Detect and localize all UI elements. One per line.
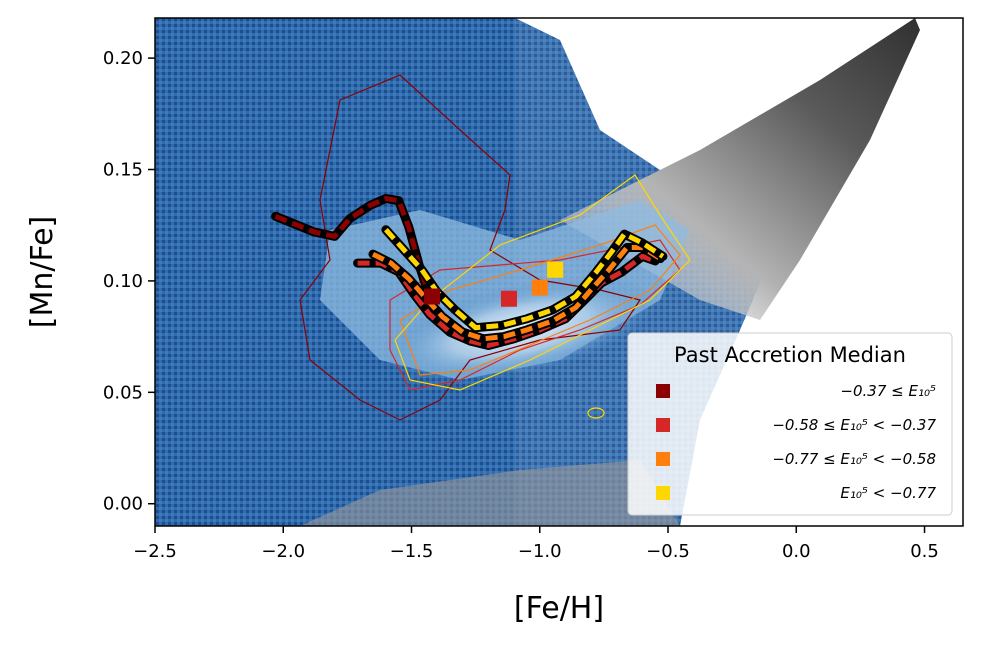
y-tick-label: 0.10 <box>103 271 143 292</box>
legend-label-3: −0.77 ≤ E₁₀⁵ < −0.58 <box>772 450 936 468</box>
y-axis-label: [Mn/Fe] <box>25 216 60 329</box>
contours <box>299 74 691 421</box>
x-tick-label: −1.5 <box>390 541 434 562</box>
x-tick-label: −2.0 <box>261 541 305 562</box>
series-median-marker-1 <box>424 288 441 305</box>
legend-swatch-3 <box>656 452 670 466</box>
y-tick-label: 0.00 <box>103 494 143 515</box>
series-line-4 <box>384 228 665 331</box>
legend-label-1: −0.37 ≤ E₁₀⁵ <box>840 382 936 400</box>
legend: Past Accretion Median −0.37 ≤ E₁₀⁵ −0.58 … <box>627 332 953 516</box>
x-tick-label: 0.0 <box>782 541 811 562</box>
legend-swatch-1 <box>656 384 670 398</box>
series-median-marker-2 <box>500 290 517 307</box>
contour-yellow-small <box>587 407 605 419</box>
legend-swatch-4 <box>656 486 670 500</box>
marker-layer <box>424 261 564 307</box>
legend-label-2: −0.58 ≤ E₁₀⁵ < −0.37 <box>772 416 936 434</box>
x-tick-label: 0.5 <box>910 541 939 562</box>
x-tick-label: −1.0 <box>518 541 562 562</box>
y-tick-label: 0.15 <box>103 160 143 181</box>
insitu-density-lower <box>300 460 680 526</box>
series-median-marker-3 <box>531 279 548 296</box>
plot-frame <box>154 17 964 527</box>
y-tick-label: 0.05 <box>103 382 143 403</box>
legend-box <box>627 332 953 516</box>
legend-label-4: E₁₀⁵ < −0.77 <box>840 484 936 502</box>
legend-entries: −0.37 ≤ E₁₀⁵ −0.58 ≤ E₁₀⁵ < −0.37 −0.77 ≤ … <box>656 382 936 502</box>
contour-red <box>389 239 681 391</box>
series-line-2 <box>357 253 657 348</box>
legend-swatch-2 <box>656 418 670 432</box>
series-layer <box>271 194 668 350</box>
x-axis-label: [Fe/H] <box>514 591 604 626</box>
series-line-1 <box>274 196 432 298</box>
legend-title: Past Accretion Median <box>674 343 906 367</box>
y-tick-label: 0.20 <box>103 48 143 69</box>
y-axis: 0.00 0.05 0.10 0.15 0.20 <box>103 48 155 515</box>
x-tick-label: −2.5 <box>133 541 177 562</box>
x-axis: −2.5 −2.0 −1.5 −1.0 −0.5 0.0 0.5 <box>133 526 939 562</box>
contour-yellow <box>394 174 691 391</box>
series-line-3 <box>371 245 662 342</box>
contour-orange <box>399 224 681 376</box>
series-median-marker-4 <box>547 261 564 278</box>
x-tick-label: −0.5 <box>646 541 690 562</box>
